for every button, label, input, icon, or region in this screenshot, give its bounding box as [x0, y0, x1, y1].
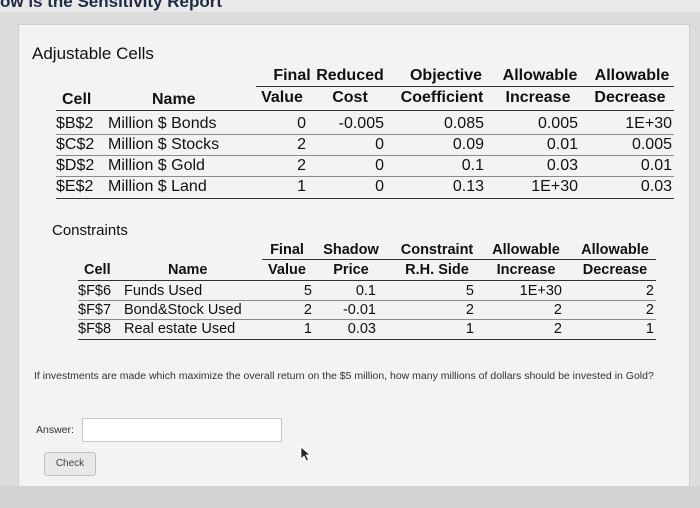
row-increase: 1E+30 [519, 283, 562, 299]
header-increase: Increase [505, 89, 571, 106]
row-increase: 2 [553, 302, 562, 318]
row-final: 0 [297, 115, 306, 132]
row-name: Funds Used [124, 283, 203, 299]
row-final: 2 [297, 157, 306, 174]
bottom-strip [0, 486, 700, 508]
row-cell: $F$6 [78, 283, 112, 299]
row-objective: 0.085 [443, 115, 484, 132]
row-name: Million $ Gold [108, 157, 205, 174]
row-final: 2 [297, 136, 306, 153]
answer-label: Answer: [36, 424, 74, 436]
row-rule [56, 155, 674, 156]
row-objective: 0.09 [452, 136, 484, 153]
body-bottom-rule [78, 339, 656, 340]
header-allowable-decrease: Allowable [594, 67, 670, 84]
row-decrease: 0.005 [631, 136, 672, 153]
row-decrease: 2 [645, 302, 654, 318]
header-cell: Cell [84, 262, 111, 278]
row-cell: $F$8 [78, 321, 112, 337]
row-decrease: 0.03 [640, 178, 672, 195]
row-rule [78, 319, 656, 320]
row-objective: 0.1 [461, 157, 484, 174]
row-rhs: 1 [465, 321, 474, 337]
row-name: Million $ Bonds [108, 115, 217, 132]
row-decrease: 1E+30 [625, 115, 672, 132]
row-increase: 0.01 [546, 136, 578, 153]
report-heading: ow is the Sensitivity Report [0, 0, 222, 11]
header-coefficient: Coefficient [400, 89, 484, 106]
header-value: Value [268, 262, 306, 278]
row-decrease: 2 [645, 283, 654, 299]
question-card [18, 24, 690, 488]
row-reduced: 0 [375, 136, 384, 153]
header-constraint: Constraint [400, 242, 474, 258]
row-reduced: 0 [375, 157, 384, 174]
header-cost: Cost [332, 89, 368, 106]
row-reduced: 0 [375, 178, 384, 195]
row-cell: $B$2 [56, 115, 94, 132]
header-objective: Objective [409, 67, 483, 84]
row-final: 5 [303, 283, 312, 299]
row-cell: $C$2 [56, 136, 95, 153]
body-top-rule [56, 110, 674, 111]
adjustable-cells-title: Adjustable Cells [32, 44, 154, 63]
row-objective: 0.13 [452, 178, 484, 195]
header-final: Final [270, 242, 304, 258]
row-name: Million $ Stocks [108, 136, 220, 153]
row-increase: 0.005 [537, 115, 578, 132]
body-top-rule [78, 280, 656, 281]
question-text: If investments are made which maximize t… [34, 370, 654, 382]
header-name: Name [152, 91, 196, 108]
row-final: 2 [303, 302, 312, 318]
row-rule [78, 300, 656, 301]
header-decrease: Decrease [582, 262, 648, 278]
row-cell: $D$2 [56, 157, 95, 174]
header-price: Price [333, 262, 369, 278]
header-rule [262, 259, 656, 260]
row-cell: $F$7 [78, 302, 112, 318]
header-cell: Cell [62, 91, 92, 108]
header-value: Value [261, 89, 303, 106]
row-increase: 1E+30 [531, 178, 578, 195]
top-strip: ow is the Sensitivity Report [0, 0, 700, 12]
row-rule [56, 176, 674, 177]
row-shadow: -0.01 [342, 302, 376, 318]
header-name: Name [168, 262, 208, 278]
header-shadow: Shadow [323, 242, 379, 258]
row-rhs: 2 [465, 302, 474, 318]
row-shadow: 0.1 [355, 283, 376, 299]
row-increase: 2 [553, 321, 562, 337]
constraints-title: Constraints [52, 222, 128, 239]
row-name: Real estate Used [124, 321, 236, 337]
header-allowable-decrease: Allowable [581, 242, 649, 258]
header-decrease: Decrease [594, 89, 666, 106]
row-decrease: 0.01 [640, 157, 672, 174]
row-shadow: 0.03 [347, 321, 376, 337]
row-increase: 0.03 [546, 157, 578, 174]
header-increase: Increase [496, 262, 556, 278]
row-final: 1 [297, 178, 306, 195]
mouse-pointer-icon [300, 446, 312, 462]
row-name: Bond&Stock Used [124, 302, 242, 318]
row-final: 1 [303, 321, 312, 337]
row-rhs: 5 [465, 283, 474, 299]
row-rule [56, 134, 674, 135]
check-button[interactable]: Check [44, 452, 96, 476]
answer-input[interactable] [82, 418, 282, 442]
header-rhs: R.H. Side [405, 262, 469, 278]
header-allowable-increase: Allowable [492, 242, 560, 258]
header-rule [256, 86, 674, 87]
header-reduced: Reduced [316, 67, 384, 84]
row-reduced: -0.005 [338, 115, 384, 132]
header-final: Final [273, 67, 311, 84]
header-allowable-increase: Allowable [502, 67, 578, 84]
row-cell: $E$2 [56, 178, 94, 195]
row-name: Million $ Land [108, 178, 207, 195]
row-decrease: 1 [645, 321, 654, 337]
body-bottom-rule [56, 198, 674, 199]
